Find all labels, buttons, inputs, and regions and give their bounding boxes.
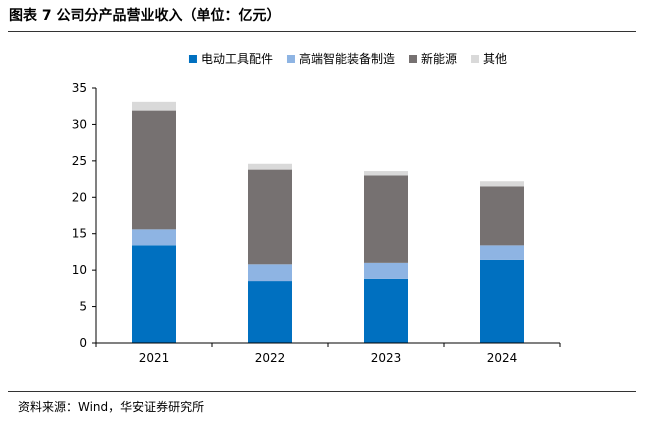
legend-item-2: 新能源	[409, 51, 457, 66]
bar-segment-0-2024	[480, 259, 524, 343]
y-tick-label: 0	[79, 336, 87, 350]
chart-axes: 0 5 10 15 20 25 30 35 2021 2022 2023 2024	[72, 81, 561, 365]
bar-segment-0-2022	[248, 281, 292, 343]
bar-segment-2-2024	[480, 186, 524, 246]
chart-legend: 电动工具配件 高端智能装备制造 新能源 其他	[188, 51, 507, 66]
bar-segment-2-2022	[248, 169, 292, 265]
stacked-bar-chart: 电动工具配件 高端智能装备制造 新能源 其他 0 5 10 15 20 25 30 35 2021 20…	[72, 51, 561, 365]
legend-label: 高端智能装备制造	[299, 51, 395, 66]
y-tick-label: 5	[79, 300, 87, 314]
title-divider	[8, 31, 636, 32]
legend-swatch	[471, 55, 480, 63]
source-note: 资料来源：Wind，华安证券研究所	[18, 400, 205, 414]
legend-item-1: 高端智能装备制造	[286, 51, 395, 66]
bar-segment-0-2021	[132, 245, 176, 343]
legend-swatch	[409, 55, 417, 63]
y-tick-label: 20	[72, 190, 87, 204]
bar-segment-1-2022	[248, 264, 292, 282]
bar-segment-0-2023	[364, 278, 408, 343]
x-tick-label: 2021	[139, 351, 170, 365]
y-tick-label: 35	[72, 81, 87, 95]
legend-swatch	[188, 55, 197, 63]
x-tick-label: 2023	[371, 351, 402, 365]
x-tick-label: 2024	[487, 351, 518, 365]
y-tick-label: 30	[72, 117, 87, 131]
legend-label: 新能源	[421, 51, 457, 66]
bar-segment-2-2023	[364, 175, 408, 263]
legend-swatch	[286, 55, 295, 63]
y-tick-label: 25	[72, 154, 87, 168]
bar-segment-1-2023	[364, 262, 408, 279]
legend-label: 其他	[483, 52, 507, 66]
bar-segment-3-2024	[480, 181, 524, 187]
legend-item-3: 其他	[471, 52, 507, 66]
bar-segment-2-2021	[132, 110, 176, 230]
bar-segment-3-2022	[248, 163, 292, 170]
legend-item-0: 电动工具配件	[188, 52, 273, 66]
x-tick-label: 2022	[255, 351, 286, 365]
legend-label: 电动工具配件	[201, 52, 273, 66]
bar-segment-1-2024	[480, 245, 524, 260]
chart-bars	[132, 101, 524, 343]
source-divider	[8, 391, 636, 392]
bar-segment-3-2021	[132, 101, 176, 111]
bar-segment-3-2023	[364, 171, 408, 176]
figure-title: 图表 7 公司分产品营业收入（单位：亿元）	[9, 8, 281, 24]
y-tick-label: 10	[72, 263, 87, 277]
y-tick-label: 15	[72, 227, 87, 241]
bar-segment-1-2021	[132, 229, 176, 246]
